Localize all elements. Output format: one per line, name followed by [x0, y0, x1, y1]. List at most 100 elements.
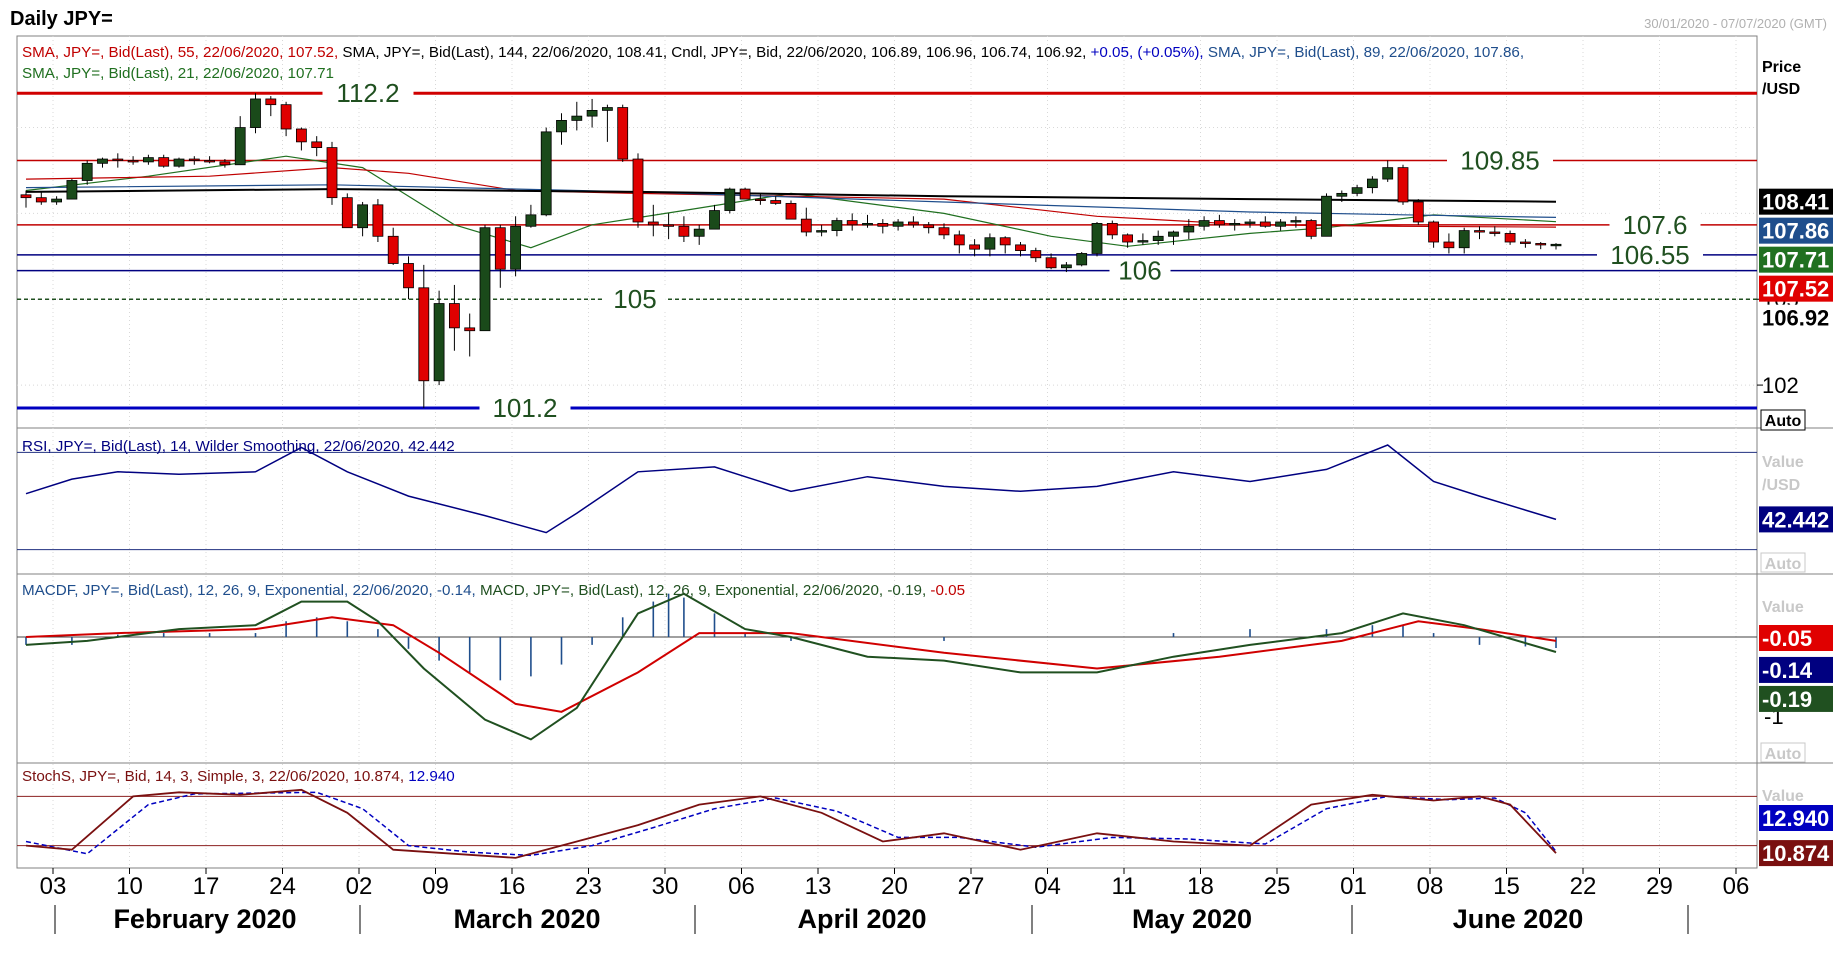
x-tick-label: 02 — [346, 873, 373, 900]
candle-body — [112, 158, 124, 161]
candle-body — [923, 224, 935, 229]
level-label-bg — [1447, 146, 1553, 173]
x-tick-label: 10 — [116, 873, 143, 900]
candle-body — [1397, 167, 1409, 203]
candle-body — [1290, 220, 1302, 223]
level-label: 109.85 — [1460, 145, 1540, 175]
price-legend-line1-part: SMA, JPY=, Bid(Last), 55, 22/06/2020, 10… — [22, 44, 338, 61]
x-month-label: March 2020 — [453, 904, 600, 934]
axis-layer: 105 102 108.41 107.86 107.71 107.52 106.92 42.4… — [40, 188, 1833, 934]
price-legend-line1-part: SMA, JPY=, Bid(Last), 89, 22/06/2020, 10… — [1204, 44, 1524, 61]
candle-body — [1244, 221, 1256, 224]
sma-layer — [25, 155, 1557, 249]
level-label-bg — [1109, 256, 1171, 283]
candle-body — [295, 128, 307, 143]
candle-body — [846, 220, 858, 226]
x-tick-label: 30 — [652, 873, 679, 900]
x-tick-label: 13 — [805, 873, 832, 900]
candle-body — [877, 223, 889, 227]
x-month-label: June 2020 — [1453, 904, 1584, 934]
level-label: 106 — [1118, 256, 1161, 286]
rsi-layer — [17, 444, 1757, 551]
price-badge: 106.92 — [1762, 306, 1829, 331]
x-tick-label: 03 — [40, 873, 67, 900]
legends-layer: SMA, JPY=, Bid(Last), 55, 22/06/2020, 10… — [22, 44, 1524, 785]
x-tick-label: 01 — [1340, 873, 1367, 900]
candle-body — [1122, 234, 1133, 243]
candle-body — [800, 218, 812, 233]
candle-body — [1275, 221, 1286, 227]
candle-body — [1030, 250, 1042, 259]
macd-value-label: Value — [1762, 599, 1804, 616]
candle-body — [1168, 231, 1179, 237]
candle-body — [953, 234, 965, 246]
price-legend-line1: SMA, JPY=, Bid(Last), 55, 22/06/2020, 10… — [22, 44, 1524, 61]
rsi-auto-button[interactable]: Auto — [1760, 552, 1806, 573]
candle-body — [341, 197, 353, 229]
macd-legend: MACDF, JPY=, Bid(Last), 12, 26, 9, Expon… — [22, 582, 965, 599]
macd-auto-button[interactable]: Auto — [1760, 742, 1806, 763]
x-tick-label: 17 — [193, 873, 220, 900]
candle-body — [97, 158, 108, 164]
price-legend-line1-part: +0.05, (+0.05%), — [1086, 44, 1203, 61]
macd-badge-bg — [1759, 685, 1833, 712]
chart-title: Daily JPY= — [10, 8, 113, 30]
x-month-label: February 2020 — [113, 904, 296, 934]
candle-body — [142, 157, 154, 163]
rsi-legend: RSI, JPY=, Bid(Last), 14, Wilder Smoothi… — [22, 438, 455, 455]
price-badge-bg — [1759, 246, 1833, 273]
price-badge: 107.52 — [1762, 277, 1829, 302]
x-tick-label: 23 — [575, 873, 602, 900]
stoch-legend: StochS, JPY=, Bid, 14, 3, Simple, 3, 22/… — [22, 768, 455, 785]
level-label: 112.2 — [336, 78, 399, 108]
candle-body — [1382, 167, 1394, 180]
rsi-value-label: Value — [1762, 454, 1804, 471]
candle-body — [418, 287, 430, 382]
candle-body — [234, 127, 246, 166]
candle-body — [1458, 230, 1470, 249]
level-label: 101.2 — [492, 393, 557, 423]
price-badge-bg — [1759, 275, 1833, 302]
macd-line — [25, 592, 1557, 741]
candles-layer — [20, 93, 1562, 408]
level-label-bg — [322, 79, 414, 106]
candle-body — [1351, 187, 1363, 194]
macd-badge-bg — [1759, 625, 1833, 651]
candle-body — [280, 104, 292, 130]
candle-body — [739, 188, 751, 200]
candle-body — [1367, 178, 1378, 189]
price-badge: 107.71 — [1762, 248, 1829, 273]
x-tick-label: 09 — [422, 873, 449, 900]
stoch-badge-bg — [1759, 840, 1833, 867]
price-auto-button[interactable]: Auto — [1760, 409, 1806, 431]
candle-body — [1550, 243, 1562, 247]
candle-body — [1443, 241, 1455, 249]
x-tick-label: 15 — [1493, 873, 1520, 900]
price-badge-bg — [1759, 217, 1833, 244]
price-tick-label: 102 — [1762, 373, 1799, 398]
candle-body — [433, 303, 445, 382]
candle-body — [892, 221, 904, 227]
stoch-layer — [17, 788, 1757, 859]
candle-body — [1305, 220, 1317, 237]
candle-body — [387, 235, 399, 264]
candle-body — [357, 204, 369, 229]
candle-body — [326, 147, 338, 199]
candle-body — [938, 227, 950, 236]
x-tick-label: 27 — [958, 873, 985, 900]
candle-body — [1321, 195, 1332, 237]
candle-body — [540, 131, 552, 216]
candle-body — [311, 141, 323, 148]
price-badge: 107.86 — [1762, 219, 1829, 244]
x-tick-label: 16 — [499, 873, 526, 900]
candle-body — [1489, 231, 1501, 234]
candle-body — [525, 214, 537, 227]
macd-layer — [17, 592, 1757, 741]
level-label-bg — [604, 285, 666, 312]
price-badge-bg — [1759, 188, 1833, 215]
x-tick-label: 29 — [1646, 873, 1673, 900]
x-tick-label: 04 — [1034, 873, 1061, 900]
x-tick-label: 18 — [1187, 873, 1214, 900]
level-label-bg — [479, 393, 571, 420]
candle-body — [479, 227, 491, 332]
